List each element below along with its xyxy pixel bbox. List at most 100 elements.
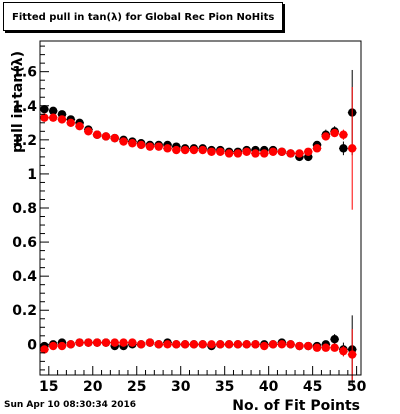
x-tick-label: 30 bbox=[171, 379, 191, 395]
data-point bbox=[198, 145, 207, 155]
x-axis-title: No. of Fit Points bbox=[232, 398, 360, 414]
data-point bbox=[312, 144, 322, 153]
series-1 bbox=[40, 69, 357, 162]
data-point bbox=[286, 149, 295, 158]
y-tick-label: 0 bbox=[27, 337, 37, 353]
y-tick-label: 1.6 bbox=[12, 65, 37, 81]
data-point bbox=[339, 130, 348, 139]
data-point bbox=[154, 142, 163, 151]
plot-frame bbox=[39, 40, 362, 376]
data-point bbox=[92, 130, 102, 139]
data-point bbox=[145, 338, 155, 347]
chart-marks bbox=[40, 69, 357, 384]
data-point bbox=[172, 145, 181, 155]
data-point bbox=[128, 338, 137, 347]
data-point bbox=[321, 132, 331, 141]
x-tick-label: 15 bbox=[39, 379, 58, 395]
data-point bbox=[189, 340, 199, 349]
axes: 15 20 25 30 35 40 45 50 0 0.2 0.4 0.6 0.8 1 1.2 1.4 1.6 bbox=[12, 45, 367, 395]
data-point bbox=[84, 127, 93, 136]
x-tick-label: 20 bbox=[83, 379, 103, 395]
data-point bbox=[101, 132, 111, 141]
data-point bbox=[224, 149, 234, 158]
data-point bbox=[268, 340, 278, 349]
data-point bbox=[216, 340, 225, 349]
x-tick-label: 35 bbox=[215, 379, 234, 395]
data-point bbox=[154, 340, 163, 349]
data-point bbox=[163, 340, 172, 349]
data-point bbox=[66, 340, 75, 349]
data-point bbox=[348, 350, 357, 359]
data-point bbox=[268, 147, 278, 156]
y-tick-label: 1 bbox=[27, 167, 37, 183]
data-point bbox=[145, 142, 155, 151]
data-point bbox=[277, 147, 287, 156]
data-point bbox=[163, 144, 172, 153]
data-point bbox=[330, 343, 339, 352]
data-point bbox=[295, 341, 304, 351]
data-point bbox=[242, 340, 251, 349]
data-point bbox=[207, 147, 216, 156]
data-point bbox=[286, 340, 295, 349]
data-point bbox=[339, 346, 348, 356]
data-point bbox=[233, 340, 243, 349]
data-point bbox=[119, 137, 128, 146]
data-point bbox=[48, 106, 58, 116]
data-point bbox=[312, 343, 322, 352]
y-tick-label: 0.2 bbox=[12, 303, 37, 319]
data-point bbox=[348, 144, 357, 153]
data-point bbox=[48, 113, 58, 122]
data-point bbox=[189, 145, 199, 155]
data-point bbox=[40, 113, 49, 122]
chart-title: Fitted pull in tan(λ) for Global Rec Pio… bbox=[12, 12, 275, 23]
data-point bbox=[251, 149, 260, 158]
y-tick-label: 0.6 bbox=[12, 235, 37, 251]
data-point bbox=[251, 340, 260, 349]
data-point bbox=[57, 115, 67, 124]
data-point bbox=[304, 147, 313, 156]
timestamp: Sun Apr 10 08:30:34 2016 bbox=[4, 400, 137, 410]
data-point bbox=[48, 341, 58, 351]
data-point bbox=[224, 340, 234, 349]
data-point bbox=[339, 144, 348, 153]
data-point bbox=[330, 335, 339, 344]
data-point bbox=[180, 340, 190, 349]
y-axis-title: pull in tan(λ) bbox=[10, 51, 26, 153]
y-tick-label: 1.4 bbox=[12, 99, 37, 115]
data-point bbox=[198, 340, 207, 349]
data-point bbox=[84, 338, 93, 347]
data-point bbox=[304, 341, 313, 351]
data-point bbox=[242, 147, 251, 156]
data-point bbox=[136, 340, 146, 349]
data-point bbox=[75, 338, 84, 347]
data-point bbox=[110, 133, 119, 143]
data-point bbox=[216, 147, 225, 156]
data-point bbox=[233, 149, 243, 158]
y-tick-label: 0.4 bbox=[12, 269, 37, 285]
data-point bbox=[321, 343, 331, 352]
x-tick-label: 50 bbox=[347, 379, 367, 395]
data-point bbox=[260, 341, 269, 351]
series-3 bbox=[40, 87, 357, 210]
data-point bbox=[75, 122, 84, 131]
x-tick-label: 25 bbox=[127, 379, 146, 395]
data-point bbox=[295, 149, 304, 158]
y-tick-label: 1.2 bbox=[12, 133, 37, 149]
data-point bbox=[40, 104, 49, 114]
data-point bbox=[330, 128, 339, 138]
data-point bbox=[40, 345, 49, 354]
data-point bbox=[172, 340, 181, 349]
data-point bbox=[66, 118, 75, 127]
x-tick-label: 45 bbox=[303, 379, 322, 395]
data-point bbox=[136, 140, 146, 150]
data-point bbox=[101, 338, 111, 347]
y-tick-label: 0.8 bbox=[12, 201, 37, 217]
data-point bbox=[180, 145, 190, 155]
data-point bbox=[128, 139, 137, 148]
x-tick-label: 40 bbox=[259, 379, 279, 395]
series-4 bbox=[40, 328, 357, 381]
data-point bbox=[119, 338, 128, 347]
data-point bbox=[207, 340, 216, 349]
title-box: Fitted pull in tan(λ) for Global Rec Pio… bbox=[3, 2, 283, 31]
